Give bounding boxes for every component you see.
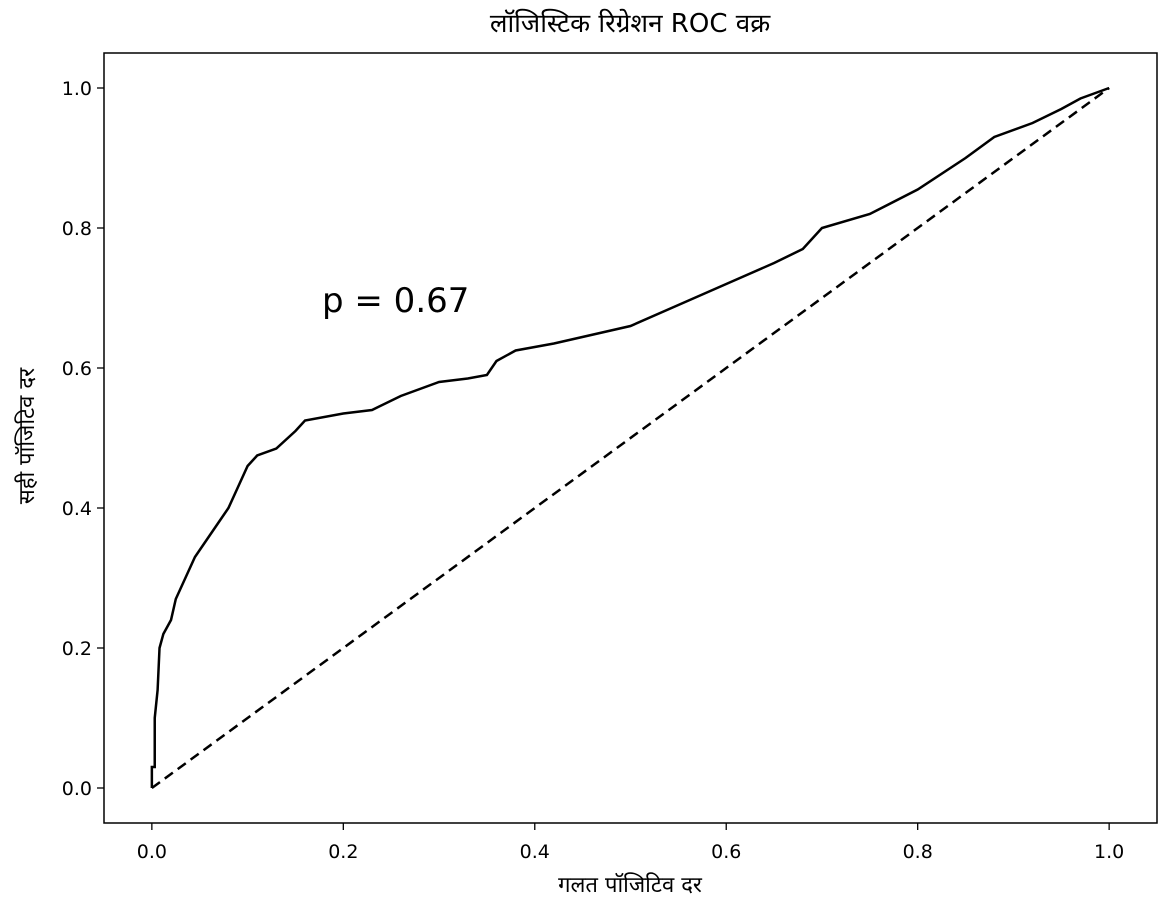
x-tick-label: 1.0 [1094,841,1124,863]
x-tick-label: 0.2 [328,841,358,863]
y-tick-label: 0.8 [62,218,92,240]
y-tick-label: 0.6 [62,358,92,380]
x-tick-label: 0.0 [137,841,167,863]
y-tick-label: 0.2 [62,638,92,660]
y-axis-title: सही पॉजिटिव दर [14,367,40,504]
x-tick-label: 0.8 [903,841,933,863]
annotation: p = 0.67 [322,281,469,321]
y-tick-label: 0.4 [62,498,92,520]
x-tick-label: 0.6 [711,841,741,863]
y-tick-label: 1.0 [62,78,92,100]
x-tick-label: 0.4 [520,841,550,863]
y-tick-label: 0.0 [62,778,92,800]
chart-title: लॉजिस्टिक रिग्रेशन ROC वक्र [490,8,771,39]
plot-frame [103,52,1158,824]
x-axis-title: गलत पॉजिटिव दर [558,872,703,898]
diagonal-line [151,86,1110,790]
roc-curve [150,86,1110,788]
